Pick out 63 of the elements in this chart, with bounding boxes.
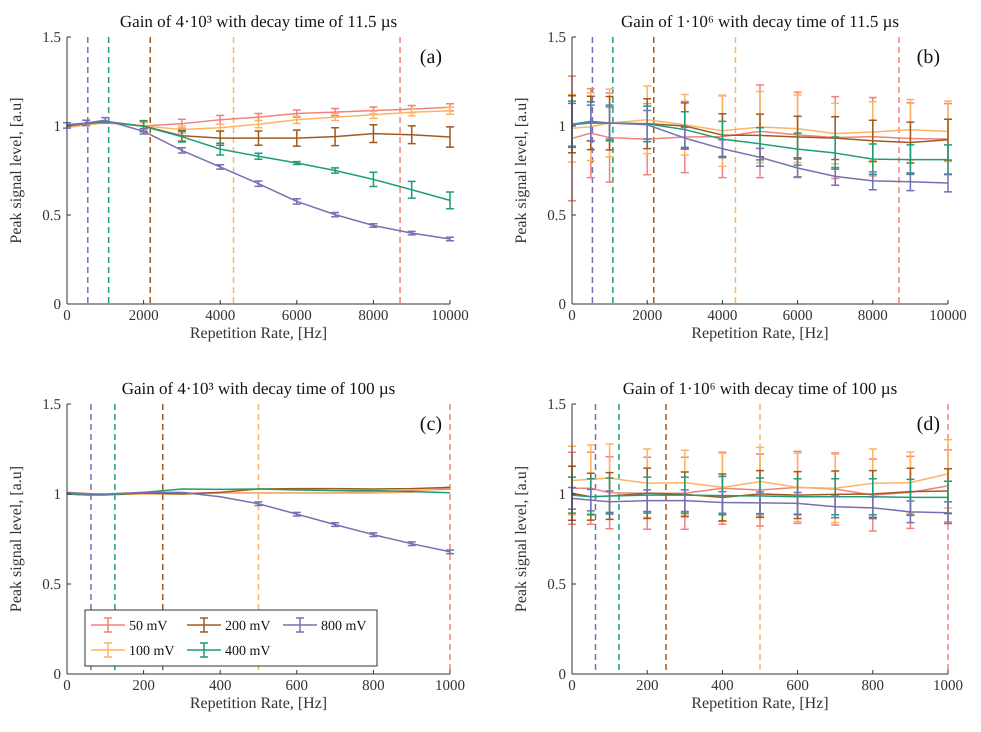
x-tick-label: 800 <box>362 678 385 694</box>
y-tick-label: 0 <box>54 297 61 313</box>
y-axis-title: Peak signal level, [a.u] <box>8 97 25 244</box>
y-tick-label: 0.5 <box>547 577 566 593</box>
x-tick-label: 6000 <box>282 308 312 324</box>
y-axis-title: Peak signal level, [a.u] <box>8 466 25 612</box>
legend-label: 200 mV <box>225 619 270 634</box>
y-tick-label: 1 <box>54 119 61 135</box>
y-tick-label: 0 <box>54 667 61 683</box>
x-tick-label: 2000 <box>128 308 159 324</box>
x-tick-label: 8000 <box>358 308 388 324</box>
x-tick-label: 600 <box>786 678 809 694</box>
y-tick-label: 0.5 <box>42 577 61 593</box>
y-tick-label: 1.5 <box>42 30 61 46</box>
point <box>138 128 148 135</box>
annotation: (b) <box>916 46 940 68</box>
x-axis-title: Repetition Rate, [Hz] <box>190 695 328 712</box>
x-tick-label: 10000 <box>431 308 469 324</box>
x-tick-label: 800 <box>862 678 884 694</box>
y-tick-label: 0 <box>558 667 566 683</box>
y-tick-label: 0 <box>558 297 566 313</box>
y-tick-label: 0.5 <box>547 208 566 224</box>
legend-label: 400 mV <box>225 644 270 659</box>
x-tick-label: 400 <box>208 678 232 694</box>
x-tick-label: 1000 <box>435 678 465 694</box>
x-tick-label: 2000 <box>632 308 662 324</box>
legend-label: 100 mV <box>129 644 174 659</box>
legend-label: 800 mV <box>321 619 366 634</box>
y-tick-label: 0.5 <box>42 208 61 224</box>
legend-label: 50 mV <box>129 619 168 634</box>
y-axis-title: Peak signal level, [a.u] <box>513 97 530 244</box>
x-axis-title: Repetition Rate, [Hz] <box>691 695 829 712</box>
chart-title: Gain of 4·10³ with decay time of 11.5 µs <box>120 12 398 31</box>
x-tick-label: 8000 <box>858 308 888 324</box>
y-tick-label: 1 <box>558 487 566 503</box>
x-tick-label: 600 <box>286 678 308 694</box>
y-tick-label: 1.5 <box>547 30 566 46</box>
x-tick-label: 10000 <box>929 308 967 324</box>
chart-title: Gain of 1·10⁶ with decay time of 100 µs <box>622 379 898 398</box>
x-axis-title: Repetition Rate, [Hz] <box>190 325 328 342</box>
y-tick-label: 1.5 <box>42 397 61 413</box>
chart-title: Gain of 1·10⁶ with decay time of 11.5 µs <box>620 12 900 31</box>
x-tick-label: 4000 <box>205 308 236 324</box>
point <box>215 123 225 132</box>
x-tick-label: 1000 <box>933 678 963 694</box>
x-tick-label: 6000 <box>782 308 813 324</box>
y-tick-label: 1.5 <box>547 397 566 413</box>
annotation: (a) <box>420 46 442 68</box>
x-tick-label: 400 <box>711 678 734 694</box>
line-series <box>571 473 949 489</box>
point <box>254 120 264 129</box>
point <box>292 115 302 124</box>
x-tick-label: 4000 <box>707 308 738 324</box>
y-axis-title: Peak signal level, [a.u] <box>513 466 530 612</box>
chart-title: Gain of 4·10³ with decay time of 100 µs <box>122 379 396 398</box>
y-tick-label: 1 <box>558 119 566 135</box>
line-series <box>571 485 949 496</box>
x-axis-title: Repetition Rate, [Hz] <box>691 325 829 342</box>
x-tick-label: 200 <box>132 678 155 694</box>
x-tick-label: 200 <box>636 678 658 694</box>
annotation: (d) <box>916 413 940 435</box>
annotation: (c) <box>420 413 442 435</box>
y-tick-label: 1 <box>54 487 61 503</box>
